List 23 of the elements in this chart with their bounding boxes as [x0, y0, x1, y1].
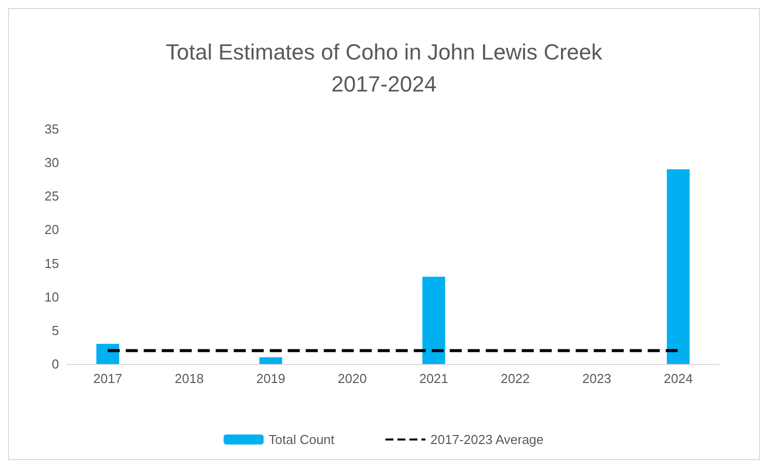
x-tick-label: 2022 [500, 371, 530, 386]
x-tick-label: 2017 [93, 371, 122, 386]
bar [259, 357, 282, 364]
bar [666, 169, 690, 364]
x-tick-label: 2021 [419, 371, 448, 386]
y-tick-label: 10 [44, 289, 59, 304]
y-tick-label: 15 [44, 256, 59, 271]
y-tick-label: 20 [44, 222, 59, 238]
x-tick-label: 2020 [338, 371, 367, 386]
x-tick-label: 2018 [174, 371, 204, 386]
y-tick-label: 5 [52, 322, 59, 338]
bar [422, 276, 446, 364]
legend-label: 2017-2023 Average [430, 432, 544, 447]
bar [96, 344, 120, 364]
y-tick-label: 30 [44, 155, 59, 170]
x-tick-label: 2023 [582, 371, 612, 386]
legend-label: Total Count [268, 432, 335, 447]
y-tick-label: 0 [52, 356, 59, 372]
x-tick-label: 2019 [256, 371, 286, 386]
y-tick-label: 35 [44, 122, 59, 136]
x-tick-label: 2024 [664, 371, 693, 386]
chart-title: Total Estimates of Coho in John Lewis Creek 2017-2024 [166, 40, 604, 96]
y-tick-label: 25 [44, 188, 59, 204]
